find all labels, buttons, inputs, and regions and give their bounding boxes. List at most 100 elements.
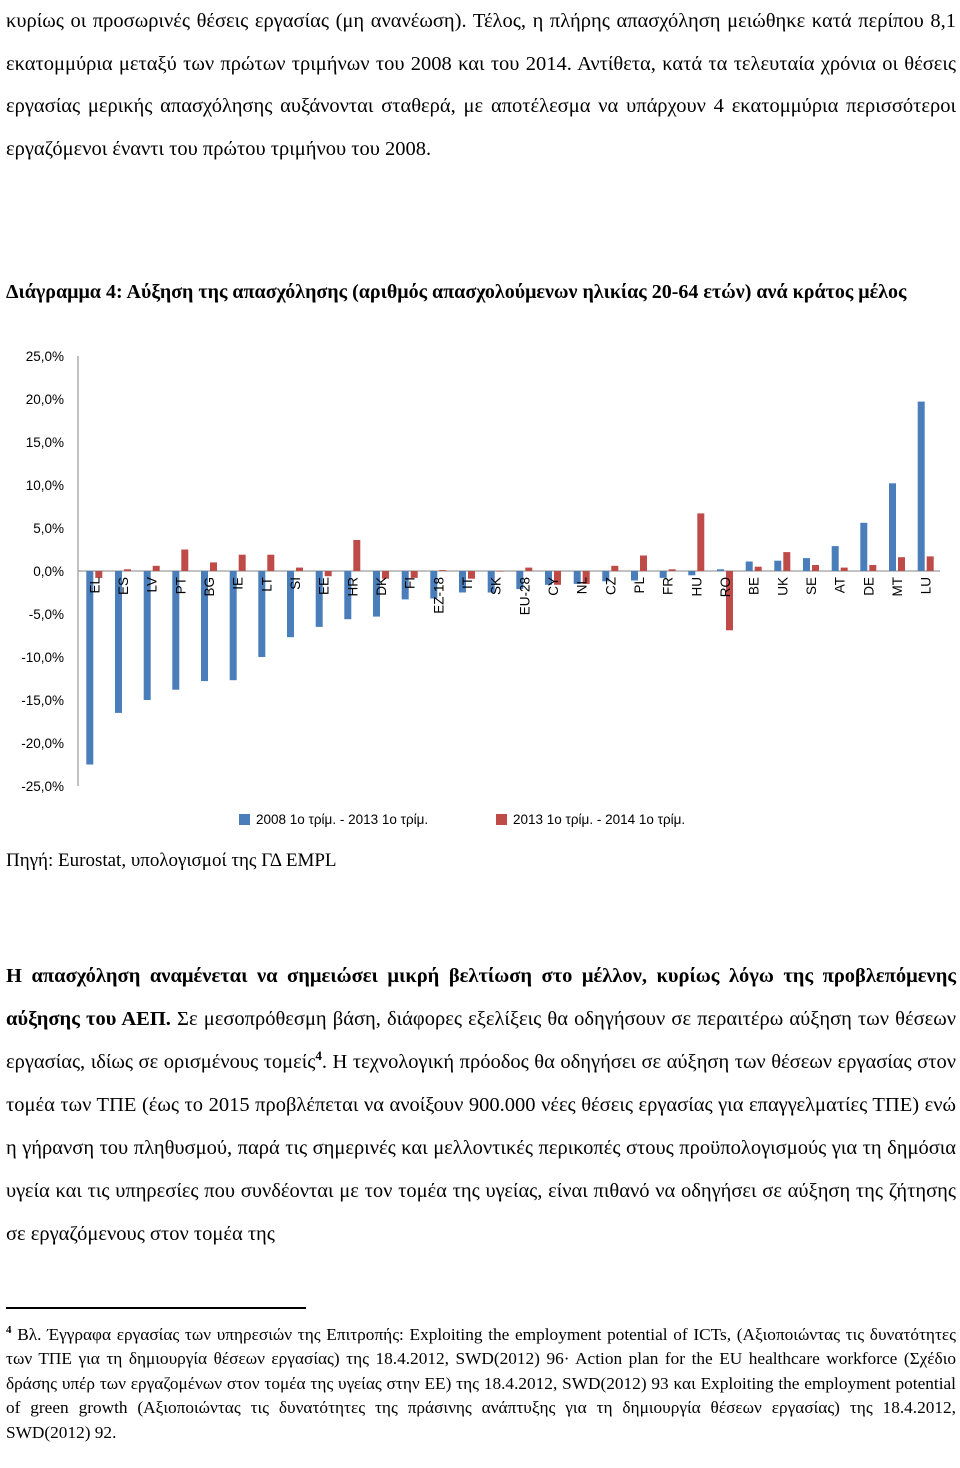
y-tick-label: -5,0% <box>29 607 64 622</box>
category-label: EZ-18 <box>431 577 446 614</box>
category-label: SI <box>288 577 303 590</box>
bars-group <box>86 401 934 765</box>
bar-series-2 <box>267 554 275 571</box>
category-label: FR <box>661 577 676 595</box>
employment-growth-chart: 25,0% 20,0% 15,0% 10,0% 5,0% 0,0% -5,0% -10,0% -… <box>21 349 940 827</box>
category-label: HR <box>345 577 360 597</box>
body-text-part-b: . Η τεχνολογική πρόοδος θα οδηγήσει σε α… <box>6 1051 956 1245</box>
category-label: EL <box>87 577 102 594</box>
category-label: CY <box>546 577 561 596</box>
footnote: 4 Βλ. Έγγραφα εργασίας των υπηρεσιών της… <box>6 1318 956 1445</box>
y-tick-label: 10,0% <box>26 478 64 493</box>
legend-swatch-series-2 <box>496 814 507 825</box>
bar-series-2 <box>640 555 647 571</box>
bar-series-2 <box>554 571 561 585</box>
category-label: DE <box>861 577 876 596</box>
bar-series-2 <box>840 567 848 571</box>
bar-series-2 <box>726 571 733 631</box>
bar-series-1 <box>401 571 409 600</box>
category-label: LU <box>919 577 934 594</box>
bar-series-1 <box>831 546 839 571</box>
bar-series-2 <box>611 565 619 571</box>
bar-series-1 <box>860 522 868 571</box>
bar-series-1 <box>631 571 638 581</box>
bar-series-1 <box>803 558 810 571</box>
bar-series-2 <box>324 571 332 577</box>
bar-series-1 <box>545 571 552 585</box>
chart-legend: 2008 1ο τρίμ. - 2013 1ο τρίμ. 2013 1ο τρ… <box>239 812 685 827</box>
bar-series-1 <box>373 571 380 617</box>
bar-series-2 <box>152 565 160 571</box>
intro-text: κυρίως οι προσωρινές θέσεις εργασίας (μη… <box>6 10 956 160</box>
footnote-reference[interactable]: 4 <box>315 1048 322 1064</box>
y-axis-labels: 25,0% 20,0% 15,0% 10,0% 5,0% 0,0% -5,0% -10,0% -… <box>21 349 64 794</box>
bar-series-1 <box>172 571 180 690</box>
bar-series-1 <box>344 571 352 620</box>
intro-paragraph: κυρίως οι προσωρινές θέσεις εργασίας (μη… <box>6 0 956 170</box>
bar-series-1 <box>229 571 237 681</box>
bar-series-1 <box>774 560 782 571</box>
bar-series-1 <box>86 571 94 765</box>
figure-caption: Διάγραμμα 4: Αύξηση της απασχόλησης (αρι… <box>6 281 907 303</box>
bar-series-2 <box>926 556 934 571</box>
bar-series-2 <box>812 565 819 571</box>
bar-series-1 <box>573 571 581 584</box>
category-label: PT <box>173 577 188 594</box>
category-label: MT <box>890 577 905 597</box>
bar-series-1 <box>889 483 896 571</box>
category-label: IE <box>231 577 246 590</box>
category-label: IT <box>460 577 475 589</box>
bar-series-1 <box>745 561 753 571</box>
body-paragraph: Η απασχόληση αναμένεται να σημειώσει μικ… <box>6 955 956 1256</box>
bar-series-2 <box>525 567 533 571</box>
bar-series-2 <box>353 540 361 571</box>
bar-series-1 <box>516 571 524 590</box>
bar-series-2 <box>468 571 475 579</box>
y-tick-label: 15,0% <box>26 435 64 450</box>
bar-series-1 <box>315 571 323 627</box>
bar-series-1 <box>459 571 466 593</box>
bar-series-2 <box>869 565 877 571</box>
y-tick-label: 5,0% <box>33 521 64 536</box>
category-label: EU-28 <box>517 577 532 615</box>
category-label: SK <box>489 577 504 595</box>
bar-series-2 <box>898 557 905 571</box>
category-label: NL <box>575 577 590 595</box>
bar-series-2 <box>582 571 590 584</box>
y-tick-label: -10,0% <box>21 650 64 665</box>
bar-series-2 <box>382 571 389 579</box>
bar-series-1 <box>917 401 925 571</box>
category-label: FI <box>403 577 418 589</box>
category-label: LV <box>145 577 160 593</box>
bar-series-2 <box>410 571 418 578</box>
chart-source: Πηγή: Eurostat, υπολογισμοί της ΓΔ EMPL <box>6 850 337 871</box>
footnote-marker: 4 <box>6 1324 12 1336</box>
category-label: BG <box>202 577 217 597</box>
bar-series-1 <box>487 571 495 593</box>
y-tick-label: 20,0% <box>26 392 64 407</box>
bar-series-2 <box>783 552 791 571</box>
bar-series-1 <box>717 569 724 571</box>
legend-swatch-series-1 <box>239 814 250 825</box>
bar-series-1 <box>201 571 208 682</box>
category-label: RO <box>718 577 733 597</box>
bar-series-1 <box>430 571 438 599</box>
y-tick-label: -15,0% <box>21 693 64 708</box>
y-tick-label: 0,0% <box>33 564 64 579</box>
category-label: BE <box>747 577 762 595</box>
bar-series-1 <box>115 571 122 713</box>
bar-series-2 <box>181 549 189 571</box>
bar-series-2 <box>754 566 762 571</box>
body-text-part-a: Σε μεσοπρόθεσμη βάση, διάφορες εξελίξεις… <box>6 1008 957 1073</box>
category-label: EE <box>317 577 332 595</box>
bar-series-1 <box>602 571 610 582</box>
bar-series-2 <box>124 569 131 571</box>
bar-series-1 <box>258 571 266 657</box>
category-labels: EL ES LV PT BG IE LT SI EE HR DK FI EZ-18 IT SK EU-28 CY… <box>87 577 933 616</box>
bar-series-2 <box>296 567 303 571</box>
category-label: SE <box>804 577 819 595</box>
legend-label-series-1: 2008 1ο τρίμ. - 2013 1ο τρίμ. <box>256 812 428 827</box>
footnote-separator <box>6 1307 306 1309</box>
y-tick-label: -20,0% <box>21 736 64 751</box>
category-label: CZ <box>603 577 618 595</box>
